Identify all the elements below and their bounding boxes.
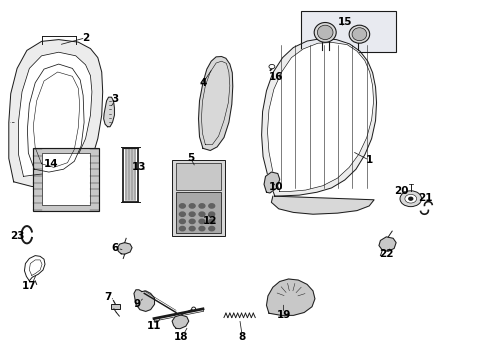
Polygon shape xyxy=(271,196,373,214)
Circle shape xyxy=(208,226,214,231)
Circle shape xyxy=(199,226,204,231)
Text: 5: 5 xyxy=(187,153,194,163)
Ellipse shape xyxy=(314,22,336,42)
Circle shape xyxy=(408,197,412,200)
Circle shape xyxy=(189,219,195,224)
Polygon shape xyxy=(267,42,373,192)
Circle shape xyxy=(189,212,195,216)
Bar xyxy=(176,163,221,190)
Bar xyxy=(111,304,120,309)
Polygon shape xyxy=(103,97,114,127)
Text: 3: 3 xyxy=(111,94,118,104)
Bar xyxy=(300,11,395,52)
Text: 19: 19 xyxy=(276,310,290,320)
Circle shape xyxy=(208,212,214,216)
Polygon shape xyxy=(117,243,132,254)
Text: 7: 7 xyxy=(103,292,111,302)
Text: 13: 13 xyxy=(132,162,146,172)
Circle shape xyxy=(199,212,204,216)
Bar xyxy=(41,153,90,205)
Text: 14: 14 xyxy=(44,159,59,169)
Text: 1: 1 xyxy=(365,155,372,165)
Circle shape xyxy=(208,204,214,208)
Bar xyxy=(33,148,99,211)
Circle shape xyxy=(179,219,185,224)
Text: 11: 11 xyxy=(146,321,161,331)
Text: 10: 10 xyxy=(268,182,283,192)
Text: 21: 21 xyxy=(417,193,432,203)
Text: 9: 9 xyxy=(133,299,140,309)
Polygon shape xyxy=(378,237,395,251)
Ellipse shape xyxy=(351,28,366,41)
Text: 23: 23 xyxy=(10,231,24,241)
Bar xyxy=(176,192,221,233)
Text: 4: 4 xyxy=(199,78,206,88)
Bar xyxy=(172,160,224,236)
Circle shape xyxy=(189,204,195,208)
Polygon shape xyxy=(261,39,376,196)
Text: 12: 12 xyxy=(203,216,217,226)
Text: 8: 8 xyxy=(238,332,245,342)
Polygon shape xyxy=(134,290,154,311)
Text: 15: 15 xyxy=(337,17,351,27)
Polygon shape xyxy=(264,172,279,193)
Text: 17: 17 xyxy=(22,281,37,291)
Ellipse shape xyxy=(348,25,369,43)
Ellipse shape xyxy=(317,25,332,40)
Polygon shape xyxy=(198,57,232,150)
Text: 22: 22 xyxy=(378,249,393,259)
Circle shape xyxy=(199,204,204,208)
Circle shape xyxy=(179,226,185,231)
Circle shape xyxy=(199,219,204,224)
Circle shape xyxy=(208,219,214,224)
Circle shape xyxy=(268,64,274,69)
Text: 2: 2 xyxy=(82,33,89,43)
Polygon shape xyxy=(24,256,45,281)
Circle shape xyxy=(399,191,421,207)
Circle shape xyxy=(189,226,195,231)
Circle shape xyxy=(404,194,416,203)
Polygon shape xyxy=(266,279,314,315)
Bar xyxy=(124,149,136,201)
Polygon shape xyxy=(9,40,102,187)
Circle shape xyxy=(179,204,185,208)
Circle shape xyxy=(179,212,185,216)
Polygon shape xyxy=(19,52,92,176)
Text: 18: 18 xyxy=(173,332,188,342)
Text: 20: 20 xyxy=(393,186,407,196)
Polygon shape xyxy=(172,315,188,329)
Text: 16: 16 xyxy=(268,72,283,82)
Text: 6: 6 xyxy=(111,243,118,253)
